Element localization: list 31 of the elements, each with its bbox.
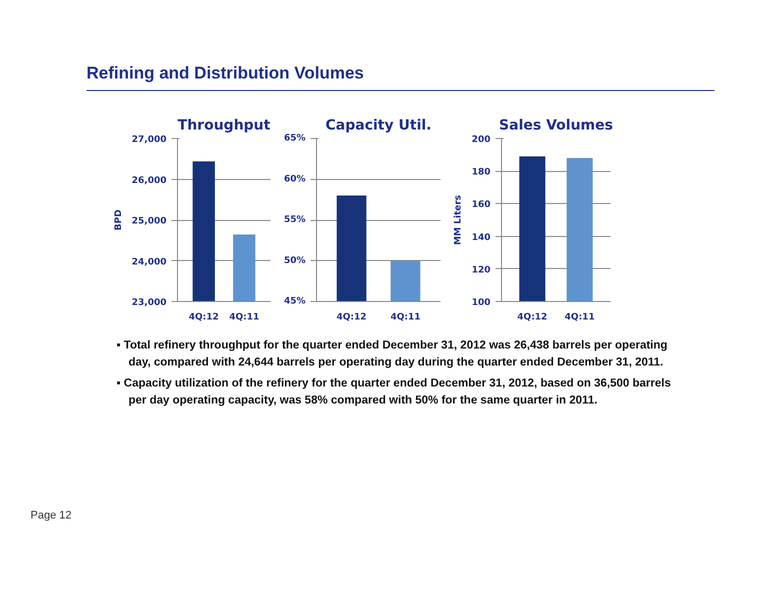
x-tick-label: 4Q:11 bbox=[390, 312, 420, 322]
text: Refining and Distribution Volumes bbox=[86, 64, 364, 82]
y-tick-label: 26,000 bbox=[132, 176, 167, 186]
y-tick-label: 25,000 bbox=[132, 216, 167, 226]
y-tick-label: 100 bbox=[472, 298, 491, 308]
chart-title: Capacity Util. bbox=[326, 118, 432, 134]
chart-title: Throughput bbox=[178, 118, 271, 134]
y-axis-title: BPD bbox=[114, 210, 124, 230]
x-tick-label: 4Q:12 bbox=[517, 312, 548, 322]
y-tick-label: 45% bbox=[284, 296, 306, 306]
y-tick-label: 27,000 bbox=[132, 135, 167, 145]
x-tick-label: 4Q:11 bbox=[229, 312, 260, 322]
text: ▪ Capacity utilization of the refinery for the quarter ended December 31, 2012, based on 36,500 barrels per day operating capacity, was 58% compared with 50% for the same quarter in 2011. bbox=[116, 378, 671, 406]
chart-title: Sales Volumes bbox=[499, 118, 613, 134]
y-tick-label: 65% bbox=[284, 134, 306, 144]
y-tick-label: 50% bbox=[284, 256, 306, 266]
text: ▪ Total refinery throughput for the quarter ended December 31, 2012 was 26,438 barrels per operating day, compared with 24,644 barrels per operating day during the quarter ended December 31, 2011. bbox=[116, 340, 668, 368]
y-tick-label: 200 bbox=[472, 135, 491, 145]
x-tick-label: 4Q:12 bbox=[188, 312, 219, 322]
text: Page 12 bbox=[30, 510, 72, 522]
x-tick-label: 4Q:12 bbox=[336, 312, 367, 322]
y-tick-label: 60% bbox=[284, 174, 306, 184]
y-tick-label: 24,000 bbox=[132, 257, 167, 268]
y-tick-label: 160 bbox=[472, 200, 491, 210]
y-tick-label: 180 bbox=[472, 168, 491, 178]
y-tick-label: 23,000 bbox=[132, 298, 167, 308]
y-tick-label: 140 bbox=[472, 232, 491, 243]
x-tick-label: 4Q:11 bbox=[564, 312, 595, 322]
y-axis-title: MM Liters bbox=[454, 194, 464, 246]
y-tick-label: 55% bbox=[284, 215, 306, 225]
y-tick-label: 120 bbox=[472, 265, 491, 276]
